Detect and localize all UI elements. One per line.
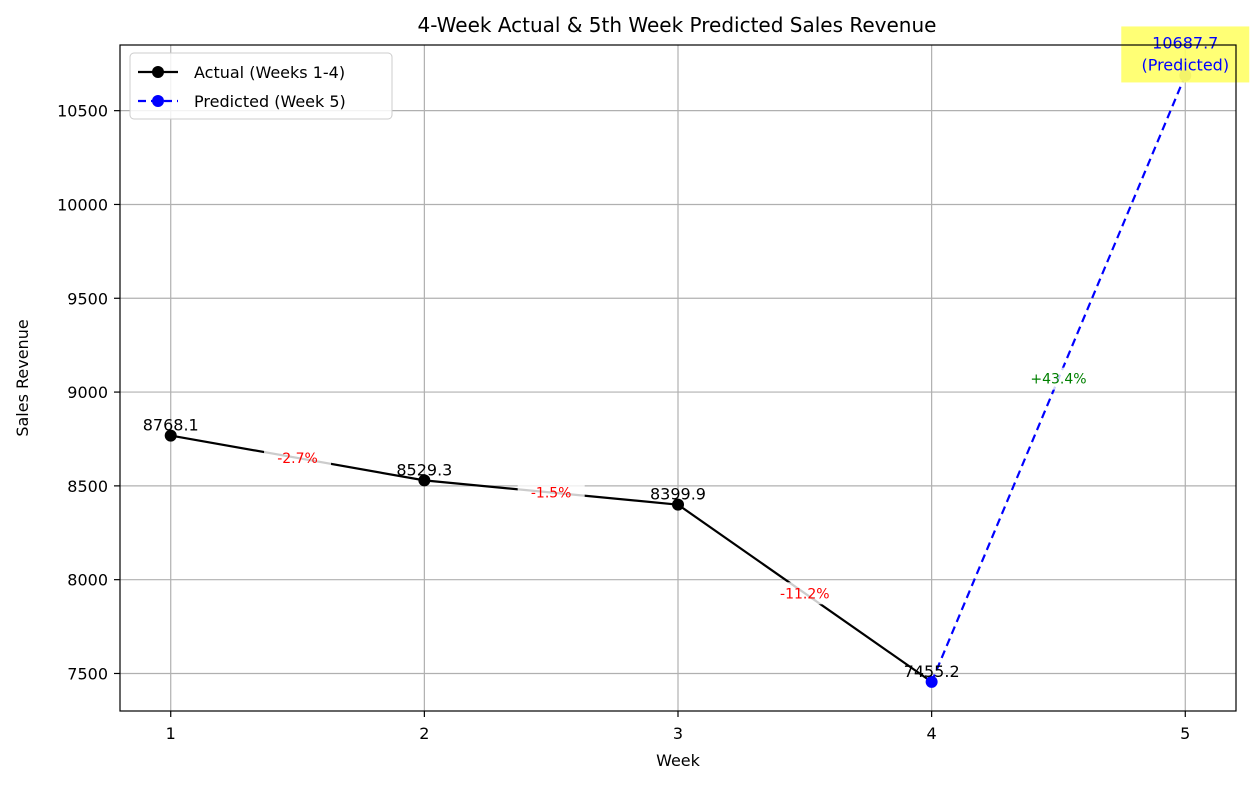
plot-frame: [119, 44, 1237, 712]
actual-series-line: [170, 434, 933, 683]
predicted-start-point: [925, 675, 938, 688]
actual-point: [418, 474, 431, 487]
change-label-background: [517, 481, 585, 504]
y-tick-label: 9500: [67, 289, 108, 308]
predicted-note-label: (Predicted): [1141, 55, 1229, 74]
legend-box: [129, 52, 393, 120]
y-axis-label: Sales Revenue: [13, 319, 32, 436]
labels-layer: 8768.1 8529.3 8399.9 7455.2 -2.7% -1.5% -11.2%…: [143, 26, 1250, 681]
point-value-label: 7455.2: [904, 662, 960, 681]
x-tick-label: 1: [166, 724, 176, 743]
x-tick-label: 5: [1180, 724, 1190, 743]
y-tick-label: 10500: [57, 102, 108, 121]
legend-predicted-marker: [152, 95, 164, 107]
x-axis-ticks: 1 2 3 4 5: [166, 711, 1190, 743]
x-tick-label: 2: [419, 724, 429, 743]
x-tick-label: 4: [927, 724, 937, 743]
predicted-value-label: 10687.7: [1152, 33, 1218, 52]
change-label-background: [766, 582, 843, 605]
y-axis-ticks: 7500 8000 8500 9000 9500 10000 10500: [57, 102, 120, 683]
actual-point: [164, 429, 177, 442]
change-label: -2.7%: [277, 451, 318, 467]
y-tick-label: 7500: [67, 664, 108, 683]
change-label: -1.5%: [531, 486, 572, 502]
point-value-label: 8399.9: [650, 485, 706, 504]
point-value-label: 8529.3: [396, 460, 452, 479]
change-label-background: [1020, 367, 1097, 390]
chart-title: 4-Week Actual & 5th Week Predicted Sales…: [418, 13, 937, 37]
change-label: +43.4%: [1030, 372, 1086, 388]
point-value-label: 8768.1: [143, 416, 199, 435]
legend-actual-marker: [152, 66, 164, 78]
legend-actual-label: Actual (Weeks 1-4): [194, 63, 345, 82]
change-label-background: [264, 446, 332, 469]
y-tick-label: 9000: [67, 383, 108, 402]
actual-point: [672, 498, 684, 511]
legend-predicted-label: Predicted (Week 5): [194, 92, 346, 111]
legend: Actual (Weeks 1-4) Predicted (Week 5): [129, 52, 393, 120]
x-tick-label: 3: [673, 724, 683, 743]
y-tick-label: 8500: [67, 477, 108, 496]
predicted-annotation-box: [1121, 26, 1250, 83]
y-tick-label: 10000: [57, 195, 108, 214]
change-label: -11.2%: [780, 586, 830, 602]
y-tick-label: 8000: [67, 571, 108, 590]
x-axis-label: Week: [656, 751, 701, 770]
